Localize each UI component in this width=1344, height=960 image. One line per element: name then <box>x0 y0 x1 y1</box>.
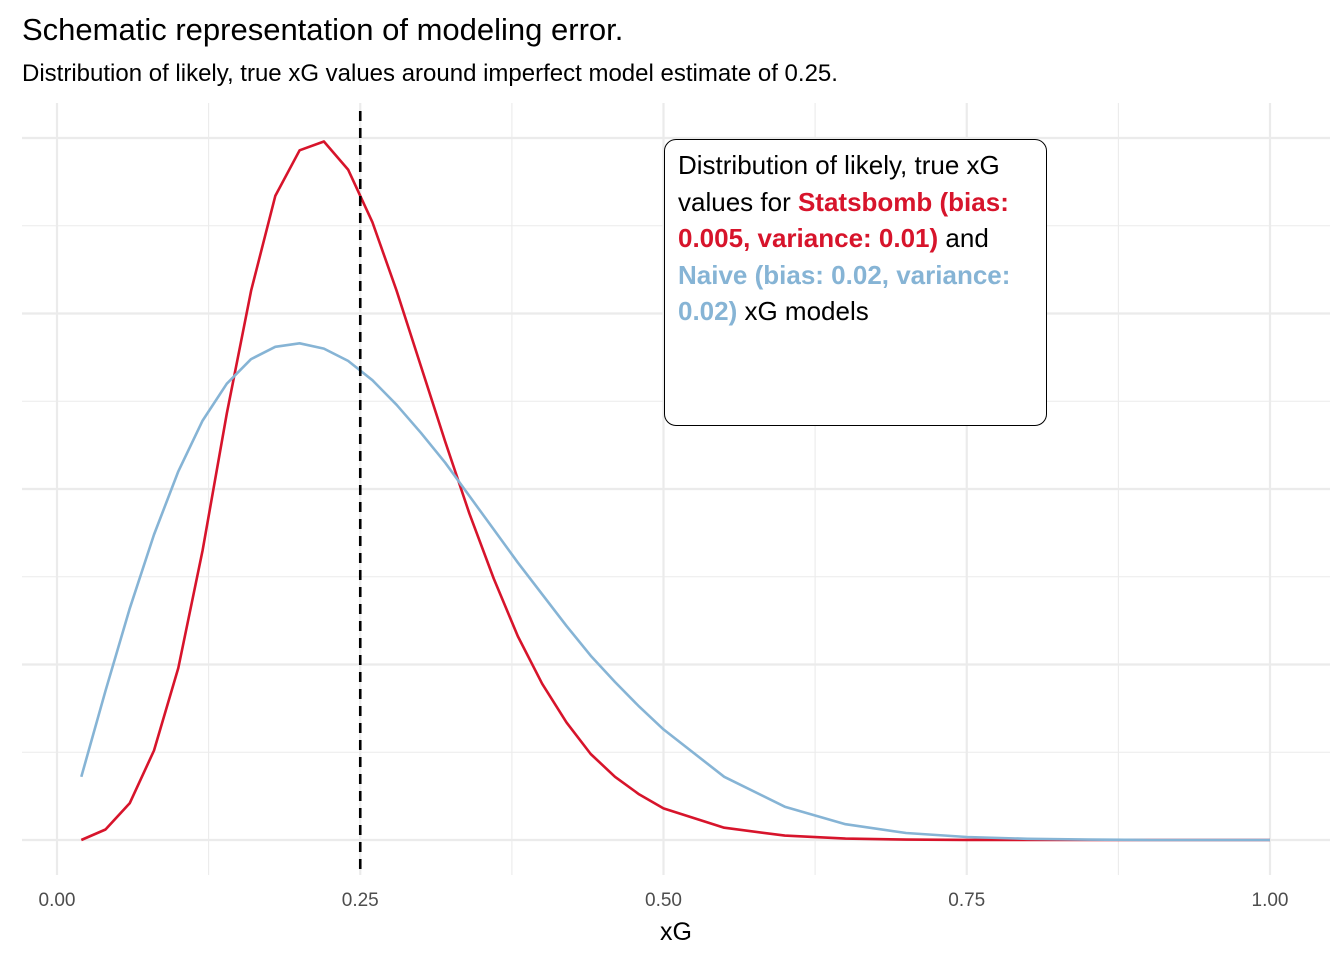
series-line-naive <box>80 341 1270 842</box>
annotation-naive-label: Naive (bias: 0.02, variance: 0.02) <box>678 259 1011 327</box>
annotation-statsbomb-label: Statsbomb (bias: 0.005, variance: 0.01) <box>678 186 1009 254</box>
chart-subtitle: Distribution of likely, true xG values a… <box>22 60 838 87</box>
x-axis-title: xG <box>660 918 692 946</box>
x-axis-ticks: 0.00 0.25 0.50 0.75 1.00 <box>39 890 1289 911</box>
x-tick-label: 0.75 <box>948 890 985 911</box>
annotation-text-1: Distribution of likely, true xG values f… <box>678 150 1000 217</box>
annotation-box <box>664 139 1047 426</box>
major-gridlines <box>22 103 1330 875</box>
series-line-statsbomb <box>80 140 1270 842</box>
chart-title: Schematic representation of modeling err… <box>22 12 624 47</box>
annotation-text: Distribution of likely, true xG values f… <box>678 147 1038 330</box>
x-tick-label: 1.00 <box>1252 890 1289 911</box>
series-layer <box>80 140 1270 842</box>
x-tick-label: 0.25 <box>342 890 379 911</box>
annotation-text-3: xG models <box>737 296 869 326</box>
annotation-text-2: and <box>938 223 989 253</box>
x-tick-label: 0.00 <box>39 890 76 911</box>
x-tick-label: 0.50 <box>645 890 682 911</box>
